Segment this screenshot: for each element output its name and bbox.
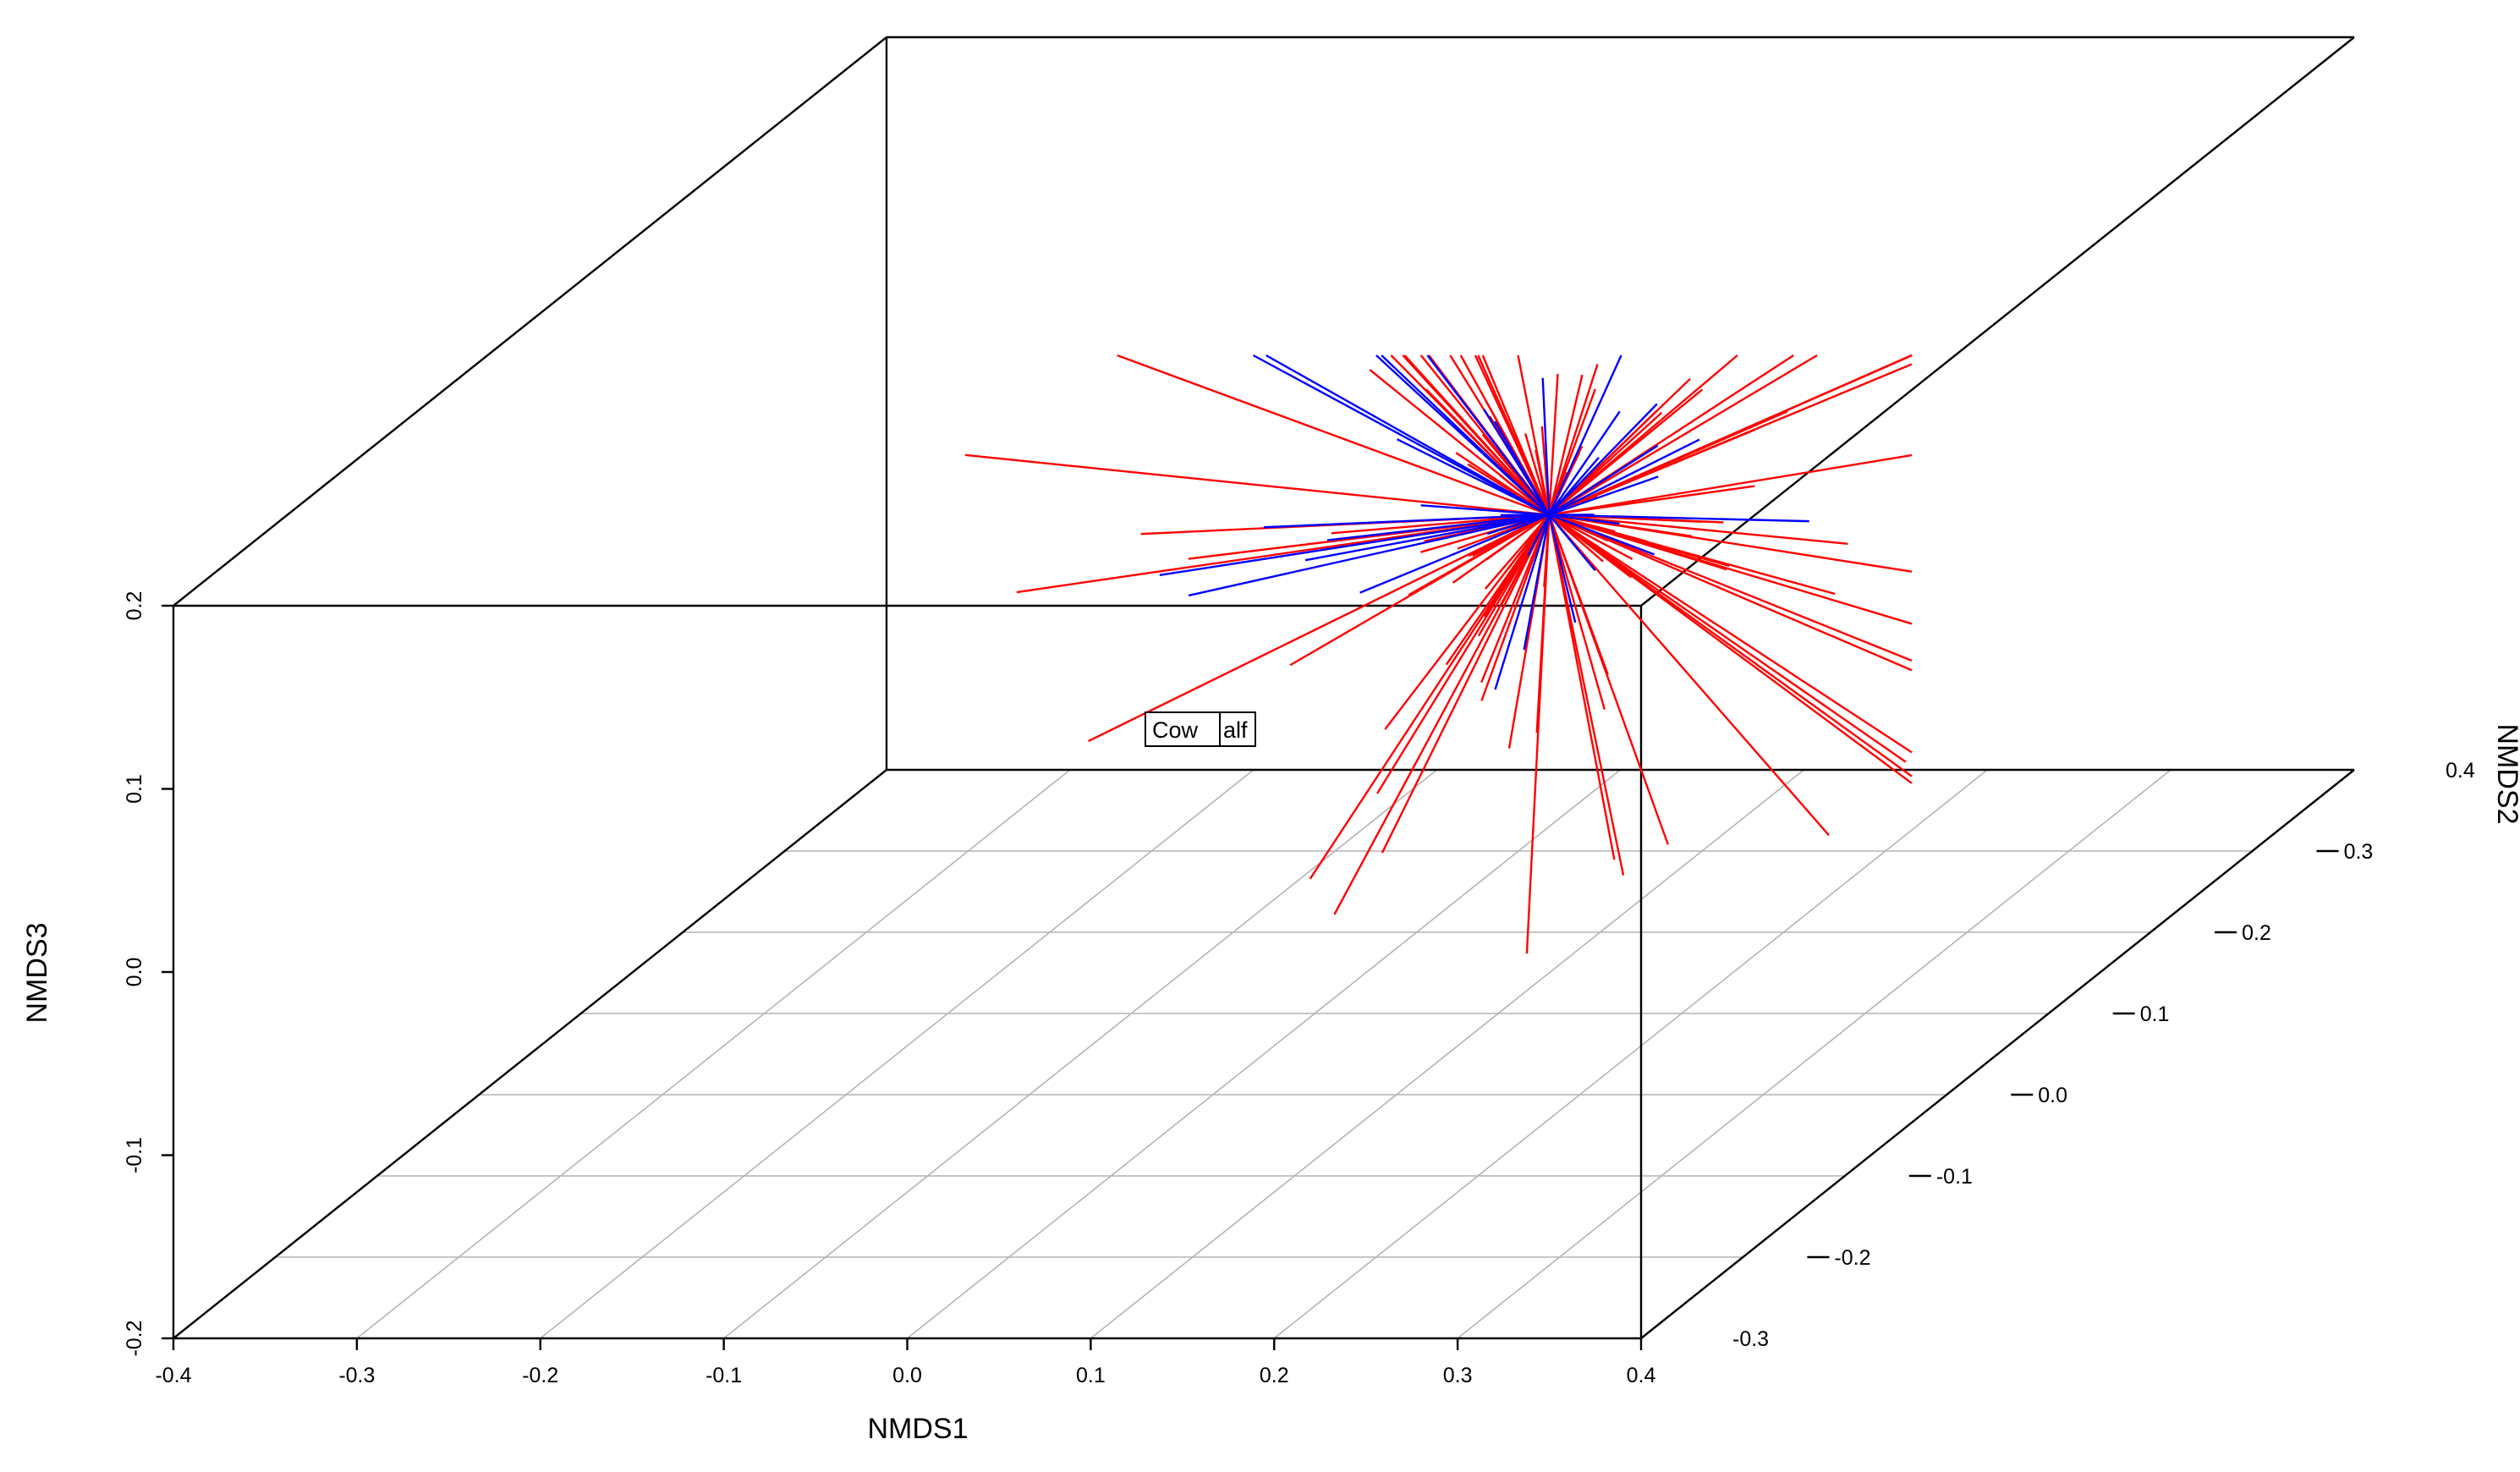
x-axis-label: NMDS1 (867, 1413, 968, 1445)
grid-line-x (1458, 770, 2171, 1338)
cow-spoke (1403, 355, 1549, 515)
axis-ticks: -0.4 -0.3 -0.2 -0.1 0.0 0.1 0.2 0.3 0.4 -0.2 -0.1 0… (123, 591, 2475, 1387)
grid-line-x (1090, 770, 1804, 1338)
y-tick-label: 0.2 (2242, 921, 2271, 945)
x-tick-label: 0.1 (1076, 1364, 1106, 1387)
x-tick-label: -0.3 (338, 1364, 375, 1387)
grid-line-x (908, 770, 1621, 1338)
y-tick-label: 0.1 (2140, 1002, 2170, 1026)
cow-spoke (1549, 515, 1605, 710)
grid-line-x (357, 770, 1070, 1338)
cow-spoke (1483, 355, 1550, 515)
box-edge (173, 770, 887, 1338)
x-tick-label: -0.2 (522, 1364, 558, 1387)
cow-spoke (1382, 515, 1549, 854)
cow-spoke (1549, 515, 1912, 777)
cow-spoke (1549, 515, 1912, 661)
x-tick-label: 0.4 (1627, 1364, 1656, 1387)
y-tick-label: 0.3 (2344, 840, 2374, 864)
cow-spoke (1549, 355, 1817, 515)
y-tick-label: 0.0 (2038, 1084, 2067, 1107)
z-tick-label: 0.2 (123, 591, 146, 621)
grid-line-x (1274, 770, 1987, 1338)
box-edge (1641, 770, 2354, 1338)
cow-spoke (1334, 515, 1549, 915)
y-tick-label: 0.4 (2446, 759, 2475, 783)
x-tick-label: -0.4 (155, 1364, 191, 1387)
grid-line-x (724, 770, 1437, 1338)
calf-spoke (1305, 515, 1549, 561)
z-tick-label: -0.1 (123, 1137, 146, 1173)
y-tick-label: -0.1 (1936, 1165, 1973, 1189)
cow-spokes (965, 355, 1912, 953)
plot-box (173, 37, 2354, 1338)
floor-grid (173, 770, 2354, 1338)
y-axis-label: NMDS2 (2491, 723, 2520, 824)
grid-line-x (541, 770, 1254, 1338)
axis-labels: NMDS1 NMDS2 NMDS3 (21, 723, 2520, 1445)
z-tick-label: -0.2 (123, 1320, 146, 1356)
cow-spoke (1549, 515, 1607, 675)
group-label-box: Cow alf (1145, 712, 1255, 746)
cow-spoke (965, 455, 1549, 515)
cow-spoke (1549, 515, 1912, 753)
cow-spoke (1370, 370, 1549, 514)
group-label-cow: Cow (1152, 717, 1199, 743)
z-axis-label: NMDS3 (21, 922, 53, 1023)
x-tick-label: 0.3 (1443, 1364, 1473, 1387)
x-tick-label: -0.1 (705, 1364, 742, 1387)
y-tick-label: -0.3 (1732, 1327, 1769, 1351)
x-tick-label: 0.2 (1260, 1364, 1289, 1387)
y-tick-label: -0.2 (1834, 1246, 1870, 1270)
cow-spoke (1549, 515, 1829, 836)
cow-spoke (1549, 430, 1754, 515)
z-tick-label: 0.0 (123, 958, 146, 987)
cow-spoke (1549, 515, 1614, 860)
x-tick-label: 0.0 (892, 1364, 922, 1387)
calf-spoke (1189, 515, 1549, 596)
cow-spoke (1549, 515, 1905, 762)
group-label-calf: alf (1223, 717, 1248, 743)
box-edge (173, 37, 887, 606)
z-tick-label: 0.1 (123, 774, 146, 804)
